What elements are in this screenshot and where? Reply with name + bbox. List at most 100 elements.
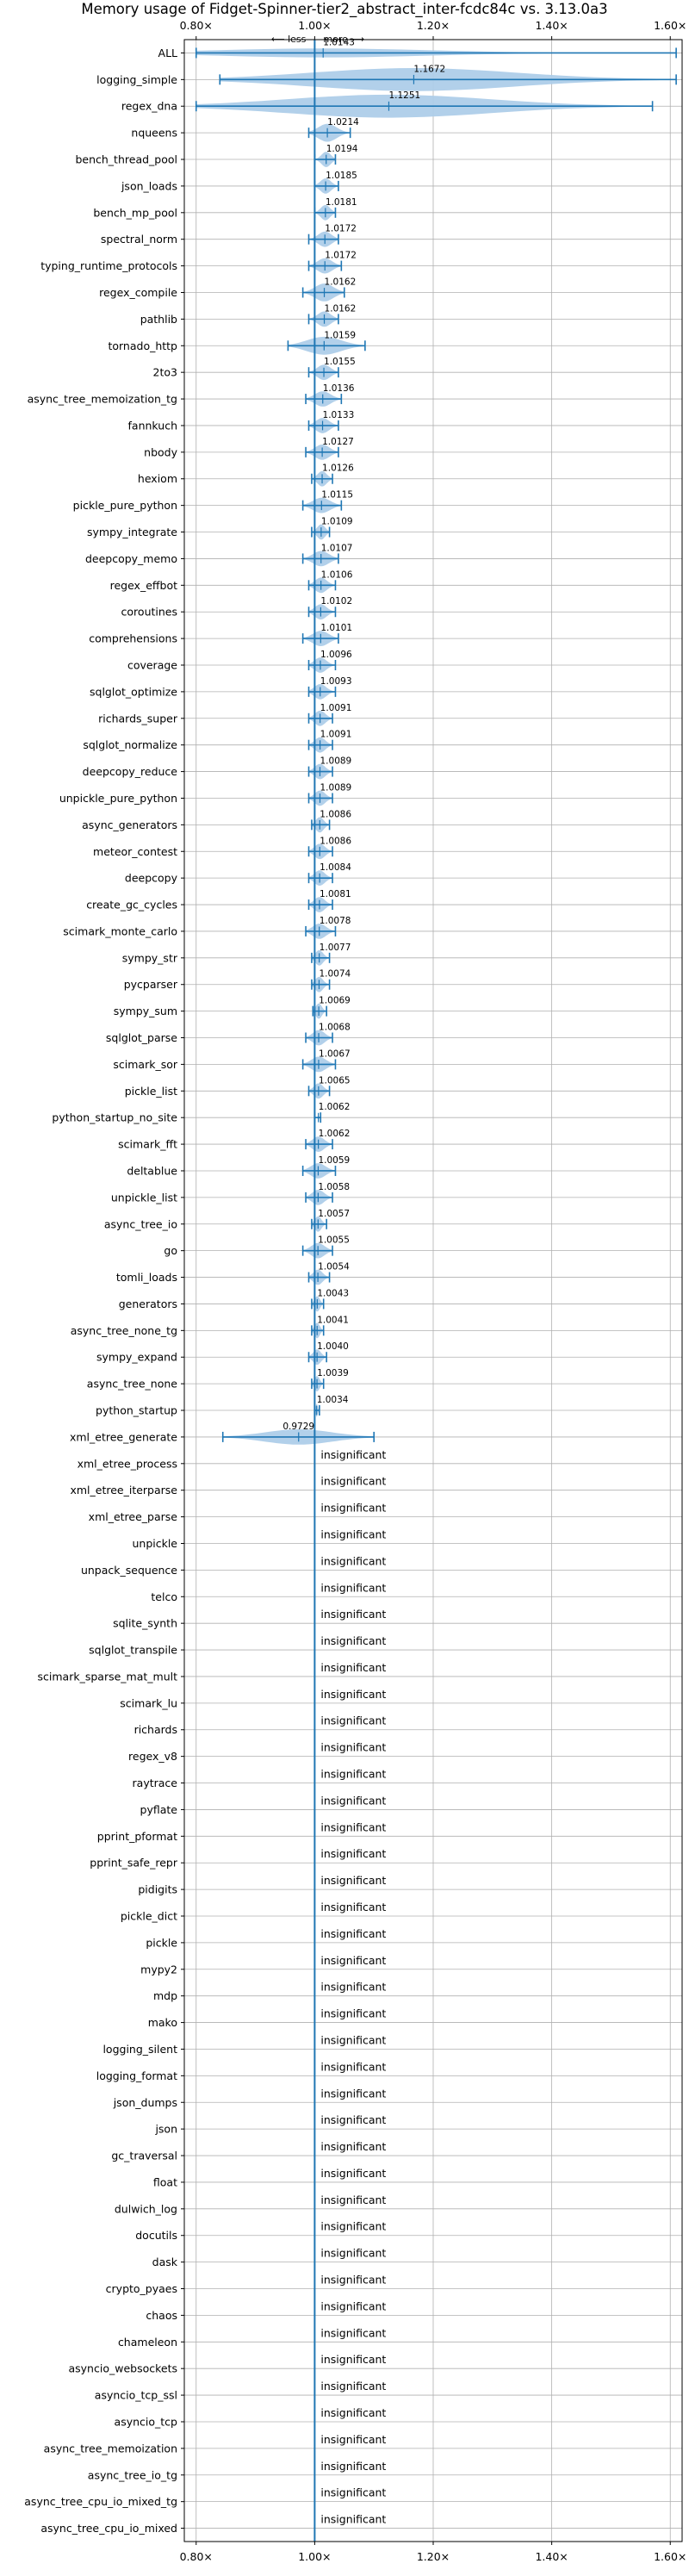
insignificant-label: insignificant bbox=[320, 1502, 386, 1515]
value-label: 1.0062 bbox=[319, 1102, 351, 1112]
y-tick-label: nqueens bbox=[131, 127, 177, 140]
y-tick-label: json_dumps bbox=[113, 2096, 177, 2109]
y-tick-label: json_loads bbox=[121, 179, 177, 192]
value-label: 1.0185 bbox=[326, 171, 357, 181]
insignificant-label: insignificant bbox=[320, 1901, 386, 1913]
y-tick-label: unpickle_list bbox=[111, 1191, 177, 1204]
y-tick-label: pickle_list bbox=[125, 1085, 177, 1098]
y-tick-label: mdp bbox=[153, 1989, 177, 2002]
y-tick-label: telco bbox=[151, 1590, 177, 1603]
y-tick-label: python_startup_no_site bbox=[52, 1111, 177, 1124]
y-tick-label: sympy_expand bbox=[96, 1351, 177, 1364]
value-label: 1.0181 bbox=[326, 197, 357, 208]
y-tick-label: sqlglot_optimize bbox=[90, 685, 177, 698]
value-label: 1.0043 bbox=[317, 1288, 349, 1298]
y-tick-label: logging_silent bbox=[102, 2043, 177, 2056]
chart-title: Memory usage of Fidget-Spinner-tier2_abs… bbox=[81, 1, 608, 17]
insignificant-label: insignificant bbox=[320, 2007, 386, 2020]
y-tick-label: deepcopy_memo bbox=[85, 552, 177, 565]
x-tick-label-top: 1.40× bbox=[535, 19, 568, 32]
y-tick-label: json bbox=[154, 2123, 177, 2136]
y-tick-label: scimark_sor bbox=[113, 1058, 177, 1071]
value-label: 1.0109 bbox=[321, 517, 353, 527]
x-tick-label-top: 1.20× bbox=[417, 19, 450, 32]
value-label: 1.0172 bbox=[325, 224, 357, 234]
y-tick-label: scimark_lu bbox=[120, 1696, 177, 1709]
y-tick-label: crypto_pyaes bbox=[106, 2282, 177, 2295]
insignificant-label: insignificant bbox=[320, 2460, 386, 2473]
insignificant-label: insignificant bbox=[320, 1794, 386, 1807]
insignificant-label: insignificant bbox=[320, 2353, 386, 2366]
value-label: 1.0194 bbox=[326, 144, 358, 154]
y-tick-label: xml_etree_iterparse bbox=[70, 1484, 177, 1496]
value-label: 1.0126 bbox=[322, 464, 354, 474]
insignificant-label: insignificant bbox=[320, 2113, 386, 2126]
insignificant-label: insignificant bbox=[320, 2274, 386, 2287]
insignificant-label: insignificant bbox=[320, 1634, 386, 1647]
y-tick-label: float bbox=[153, 2175, 177, 2188]
y-tick-label: scimark_fft bbox=[118, 1138, 177, 1151]
y-tick-label: python_startup bbox=[96, 1404, 177, 1417]
y-tick-label: regex_dna bbox=[121, 100, 177, 113]
insignificant-label: insignificant bbox=[320, 1768, 386, 1781]
y-tick-label: richards_super bbox=[98, 712, 178, 725]
insignificant-label: insignificant bbox=[320, 2033, 386, 2046]
value-label: 1.0115 bbox=[321, 490, 353, 501]
y-tick-label: scimark_monte_carlo bbox=[63, 924, 177, 937]
y-tick-label: unpickle bbox=[132, 1537, 177, 1550]
y-tick-label: pprint_pformat bbox=[97, 1830, 177, 1843]
insignificant-label: insignificant bbox=[320, 2087, 386, 2100]
value-label: 1.0054 bbox=[318, 1262, 350, 1272]
insignificant-label: insignificant bbox=[320, 2433, 386, 2446]
value-label: 1.0040 bbox=[317, 1341, 349, 1352]
y-tick-label: async_tree_memoization bbox=[44, 2442, 177, 2455]
insignificant-label: insignificant bbox=[320, 1981, 386, 1994]
y-tick-label: xml_etree_generate bbox=[70, 1430, 177, 1443]
value-label: 1.0059 bbox=[318, 1155, 350, 1166]
value-label: 1.0034 bbox=[317, 1395, 349, 1405]
y-tick-label: xml_etree_parse bbox=[89, 1510, 178, 1523]
y-tick-label: mypy2 bbox=[140, 1963, 177, 1976]
insignificant-label: insignificant bbox=[320, 2299, 386, 2312]
value-label: 1.0096 bbox=[320, 650, 352, 660]
value-label: 1.0058 bbox=[318, 1182, 350, 1192]
value-label: 1.0172 bbox=[325, 251, 357, 261]
x-tick-label-bottom: 1.00× bbox=[298, 2550, 331, 2563]
insignificant-label: insignificant bbox=[320, 2193, 386, 2206]
insignificant-label: insignificant bbox=[320, 1554, 386, 1567]
y-tick-label: async_tree_none_tg bbox=[71, 1324, 177, 1337]
y-tick-label: async_tree_io bbox=[104, 1217, 177, 1230]
y-tick-label: pidigits bbox=[138, 1883, 177, 1896]
y-tick-label: 2to3 bbox=[153, 366, 177, 379]
y-tick-label: nbody bbox=[144, 445, 177, 458]
y-tick-label: async_tree_io_tg bbox=[88, 2468, 177, 2481]
y-tick-label: pathlib bbox=[140, 313, 177, 326]
value-label: 1.0078 bbox=[320, 916, 351, 926]
y-tick-label: xml_etree_process bbox=[78, 1457, 177, 1470]
y-tick-label: unpack_sequence bbox=[81, 1564, 177, 1577]
insignificant-label: insignificant bbox=[320, 2060, 386, 2073]
value-label: 1.0057 bbox=[318, 1209, 350, 1219]
y-tick-label: async_tree_cpu_io_mixed bbox=[40, 2522, 177, 2535]
value-label: 1.0101 bbox=[320, 623, 352, 633]
more-annotation: more ⟶ bbox=[323, 34, 364, 45]
value-label: 1.0067 bbox=[319, 1048, 351, 1059]
value-label: 1.0102 bbox=[320, 596, 352, 607]
y-tick-label: bench_thread_pool bbox=[75, 153, 177, 166]
value-label: 1.0068 bbox=[319, 1023, 351, 1033]
y-tick-label: asyncio_tcp bbox=[115, 2415, 178, 2428]
insignificant-label: insignificant bbox=[320, 1741, 386, 1754]
insignificant-label: insignificant bbox=[320, 2380, 386, 2392]
x-tick-label-top: 1.00× bbox=[298, 19, 331, 32]
insignificant-label: insignificant bbox=[320, 1847, 386, 1860]
value-label: 1.0086 bbox=[320, 836, 351, 846]
y-tick-label: meteor_contest bbox=[93, 845, 177, 858]
y-tick-label: sqlite_synth bbox=[113, 1617, 177, 1630]
value-label: 1.0127 bbox=[322, 437, 354, 447]
value-label: 1.0055 bbox=[318, 1235, 350, 1246]
insignificant-label: insignificant bbox=[320, 2326, 386, 2339]
y-tick-label: async_tree_memoization_tg bbox=[28, 393, 177, 406]
y-tick-label: coverage bbox=[127, 659, 177, 672]
y-tick-label: raytrace bbox=[133, 1776, 178, 1789]
insignificant-label: insignificant bbox=[320, 2406, 386, 2419]
